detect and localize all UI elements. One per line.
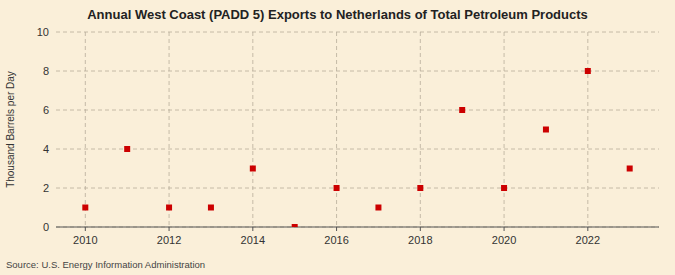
background xyxy=(0,0,675,275)
grid-line xyxy=(56,110,659,111)
tick-label: 2012 xyxy=(157,234,181,246)
grid-line xyxy=(420,32,421,227)
tick-mark xyxy=(169,227,170,231)
grid-line xyxy=(587,32,588,227)
tick-label: 2022 xyxy=(576,234,600,246)
grid-line xyxy=(56,188,659,189)
tick-label: 0 xyxy=(43,221,49,233)
x-axis-line xyxy=(56,227,659,228)
marks xyxy=(82,68,632,227)
tick-mark xyxy=(587,227,588,231)
grid-line xyxy=(504,32,505,227)
grid-line xyxy=(56,32,659,33)
tick-label: 2014 xyxy=(241,234,265,246)
grid-line xyxy=(85,32,86,227)
tick-mark xyxy=(336,227,337,231)
point xyxy=(459,107,465,113)
grid-line xyxy=(56,227,659,228)
point xyxy=(627,166,633,172)
point xyxy=(292,224,298,227)
title: Annual West Coast (PADD 5) Exports to Ne… xyxy=(87,7,588,22)
tick-label: 2020 xyxy=(492,234,516,246)
point xyxy=(166,205,172,211)
point xyxy=(585,68,591,74)
tick-mark xyxy=(252,227,253,231)
tick-label: 2 xyxy=(43,182,49,194)
tick-label: 6 xyxy=(43,104,49,116)
grid-line xyxy=(252,32,253,227)
tick-label: 2016 xyxy=(324,234,348,246)
chart: 0 2 4 6 8 10 2010 2012 2014 2016 2018 2020 2022 Annua… xyxy=(0,0,675,275)
grid-line xyxy=(336,32,337,227)
tick-mark xyxy=(85,227,86,231)
tick-label: 2018 xyxy=(408,234,432,246)
tick-label: 4 xyxy=(43,143,49,155)
point xyxy=(501,185,507,191)
grid-line xyxy=(169,32,170,227)
tick-label: 8 xyxy=(43,65,49,77)
grid-line xyxy=(56,71,659,72)
tick-label: 10 xyxy=(37,26,49,38)
point xyxy=(250,166,256,172)
point xyxy=(334,185,340,191)
source-note: Source: U.S. Energy Information Administ… xyxy=(6,259,205,270)
point xyxy=(417,185,423,191)
point xyxy=(124,146,130,152)
point xyxy=(375,205,381,211)
point xyxy=(208,205,214,211)
point xyxy=(543,127,549,133)
grid xyxy=(56,32,659,227)
grid-line xyxy=(56,149,659,150)
axes: 0 2 4 6 8 10 2010 2012 2014 2016 2018 2020 2022 xyxy=(37,26,659,246)
point xyxy=(82,205,88,211)
y-axis-label: Thousand Barrels per Day xyxy=(5,71,16,188)
tick-mark xyxy=(504,227,505,231)
tick-mark xyxy=(420,227,421,231)
tick-label: 2010 xyxy=(73,234,97,246)
